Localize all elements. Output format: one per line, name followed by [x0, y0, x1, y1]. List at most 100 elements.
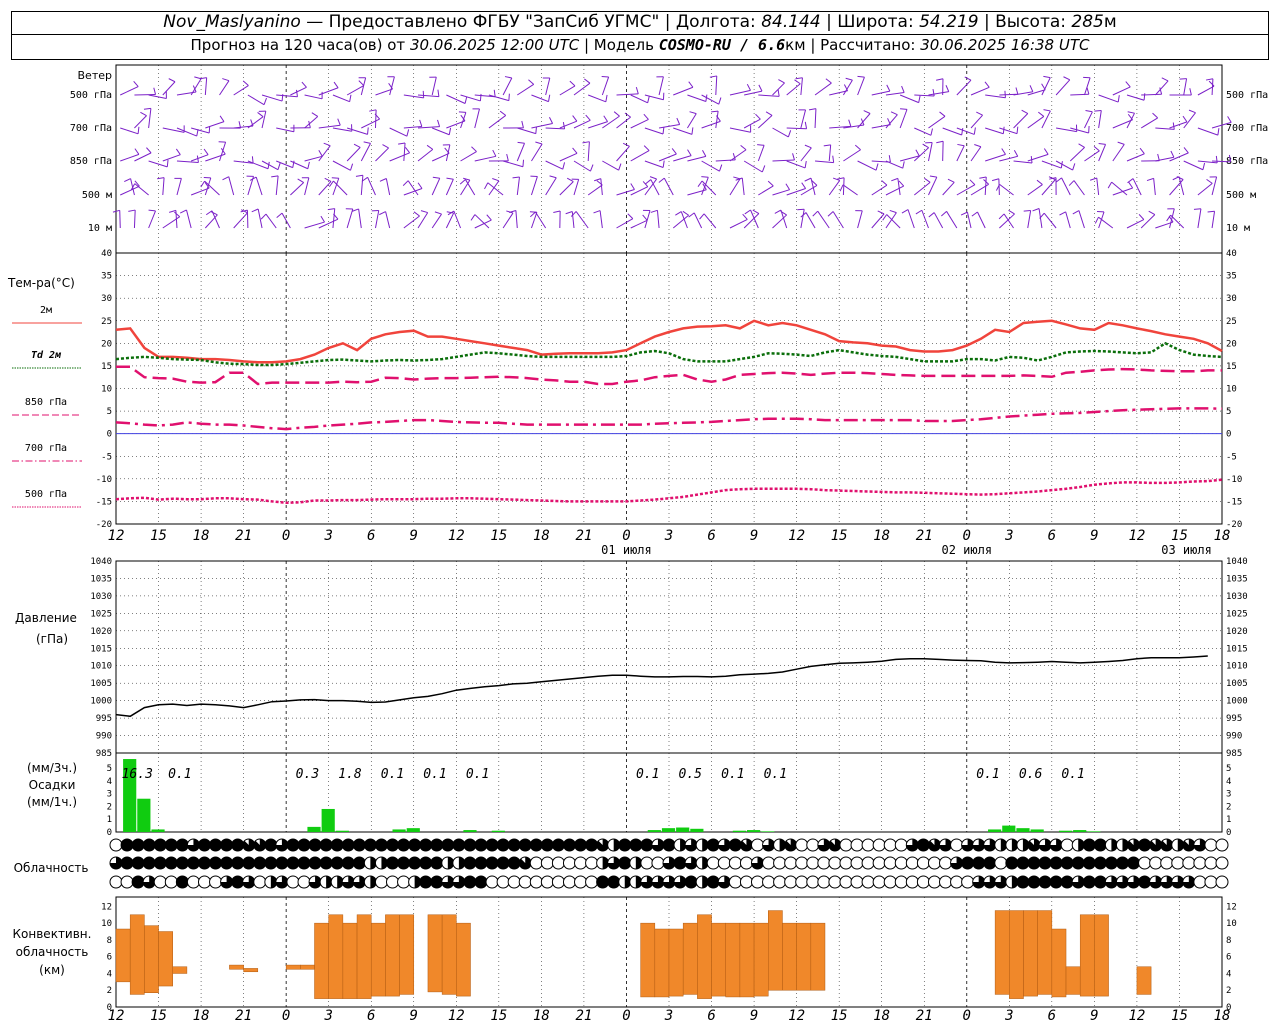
- wind-barb: [885, 92, 905, 96]
- wind-barb: [1098, 94, 1119, 103]
- precip-tick-left: 2: [107, 802, 112, 812]
- provider: — Предоставлено ФГБУ "ЗапСиб УГМС": [300, 12, 665, 32]
- wind-barb-feather: [1072, 210, 1080, 215]
- wind-barb: [1027, 210, 1032, 229]
- wind-barb: [673, 127, 693, 135]
- wind-barb-feather: [957, 143, 965, 147]
- wind-barb-feather: [1125, 81, 1131, 88]
- temp-legend-label: 700 гПа: [25, 443, 67, 454]
- time-tick-label: 18: [193, 528, 210, 544]
- wind-barb: [673, 86, 694, 96]
- wind-barb-feather: [327, 208, 335, 211]
- precip-title-line: Осадки: [29, 778, 76, 792]
- time-tick-label: 6: [1048, 528, 1056, 544]
- wind-barb-feather: [886, 84, 891, 92]
- wind-barb: [1169, 179, 1184, 196]
- wind-barb-feather: [318, 149, 323, 157]
- temp-tick-left: 0: [107, 430, 112, 440]
- wind-barb: [332, 94, 350, 103]
- wind-barb: [644, 160, 664, 168]
- cloud-symbol: [386, 875, 399, 889]
- cloud-symbol-fill: [320, 857, 333, 869]
- wind-barb-feather: [1089, 177, 1097, 181]
- wind-barb-feather: [718, 97, 722, 105]
- cloud-symbol-fill: [729, 839, 742, 851]
- cloud-symbol: [927, 856, 941, 870]
- precip-bar: [406, 828, 420, 832]
- wind-barb: [701, 94, 720, 105]
- cloud-symbol-fill: [1138, 876, 1151, 888]
- convective-cloud-bar: [711, 922, 726, 997]
- wind-barb: [1169, 121, 1188, 129]
- cloud-symbol: [872, 875, 886, 889]
- wind-barb: [1153, 178, 1156, 196]
- wind-barb: [601, 76, 610, 96]
- cloud-symbol-fill: [486, 857, 499, 869]
- wind-barb: [1027, 116, 1045, 129]
- wind-barb-feather: [535, 141, 543, 145]
- convective-cloud-bar: [1136, 966, 1152, 995]
- wind-barb: [318, 124, 341, 129]
- calc-time: 30.06.2025 16:38 UTC: [920, 36, 1090, 54]
- cloud-symbol-fill: [209, 857, 222, 869]
- wind-barb: [186, 209, 192, 229]
- cloud-symbol-fill: [624, 876, 631, 888]
- wind-barb-feather: [271, 175, 279, 178]
- wind-barb-feather: [1021, 109, 1029, 114]
- wind-barb: [318, 145, 331, 162]
- wind-barb: [318, 87, 339, 96]
- wind-barb: [530, 212, 538, 229]
- wind-barb: [786, 160, 806, 169]
- wind-barb: [998, 178, 1000, 196]
- temp-legend-label: 850 гПа: [25, 397, 67, 408]
- wind-barb: [644, 210, 651, 229]
- cloud-symbol-fill: [702, 839, 709, 851]
- wind-barb: [176, 178, 182, 196]
- pressure-tick-left: 1035: [90, 574, 112, 584]
- wind-barb: [977, 211, 986, 229]
- cloud-symbol-fill: [430, 839, 443, 851]
- cloud-symbol-fill: [828, 839, 841, 852]
- wind-barb-feather: [153, 87, 157, 95]
- convective-cloud-bar: [1051, 928, 1067, 998]
- cloud-symbol-fill: [541, 839, 554, 851]
- cloud-symbol-fill: [552, 839, 565, 851]
- precip-bar: [1058, 830, 1073, 832]
- wind-barb-feather: [888, 155, 891, 163]
- cloud-symbol-fill: [928, 839, 941, 852]
- wind-barb-feather: [998, 213, 1005, 220]
- cloud-symbol-fill: [353, 857, 366, 869]
- wind-barb-feather: [382, 144, 389, 149]
- cloud-symbol-fill: [751, 857, 764, 870]
- wind-barb: [247, 94, 265, 106]
- cloud-symbol-fill: [497, 839, 510, 851]
- cloud-symbol-fill: [1061, 876, 1074, 888]
- cloud-symbol-fill: [983, 876, 996, 888]
- convective-cloud-bar: [1037, 910, 1053, 995]
- wind-barb: [276, 127, 295, 133]
- wind-barb: [913, 181, 931, 196]
- time-tick-label: 18: [873, 1008, 890, 1024]
- cloud-symbol: [164, 875, 178, 889]
- cloud-symbol-fill: [640, 839, 653, 851]
- wind-barb: [1197, 208, 1202, 229]
- cloud-symbol: [872, 838, 886, 852]
- wind-barb-feather: [932, 88, 935, 97]
- cloud-symbol-fill: [1011, 876, 1018, 888]
- wind-barb: [575, 211, 589, 229]
- wind-barb: [460, 151, 477, 162]
- wind-barb: [644, 178, 658, 196]
- date-label: 02 июля: [941, 543, 992, 557]
- time-tick-label: 9: [1090, 1008, 1098, 1024]
- cloud-symbol: [1171, 856, 1185, 870]
- wind-barb-feather: [535, 126, 537, 134]
- time-tick-label: 3: [1004, 1008, 1013, 1024]
- wind-barb: [474, 214, 490, 229]
- precip-tick-left: 5: [107, 764, 112, 774]
- wind-barb: [658, 76, 664, 96]
- wind-barb-feather: [687, 149, 692, 156]
- wind-barb-feather: [1208, 80, 1215, 87]
- wind-barb-feather: [742, 213, 748, 220]
- wind-barb: [346, 127, 368, 135]
- wind-barb-feather: [709, 75, 717, 78]
